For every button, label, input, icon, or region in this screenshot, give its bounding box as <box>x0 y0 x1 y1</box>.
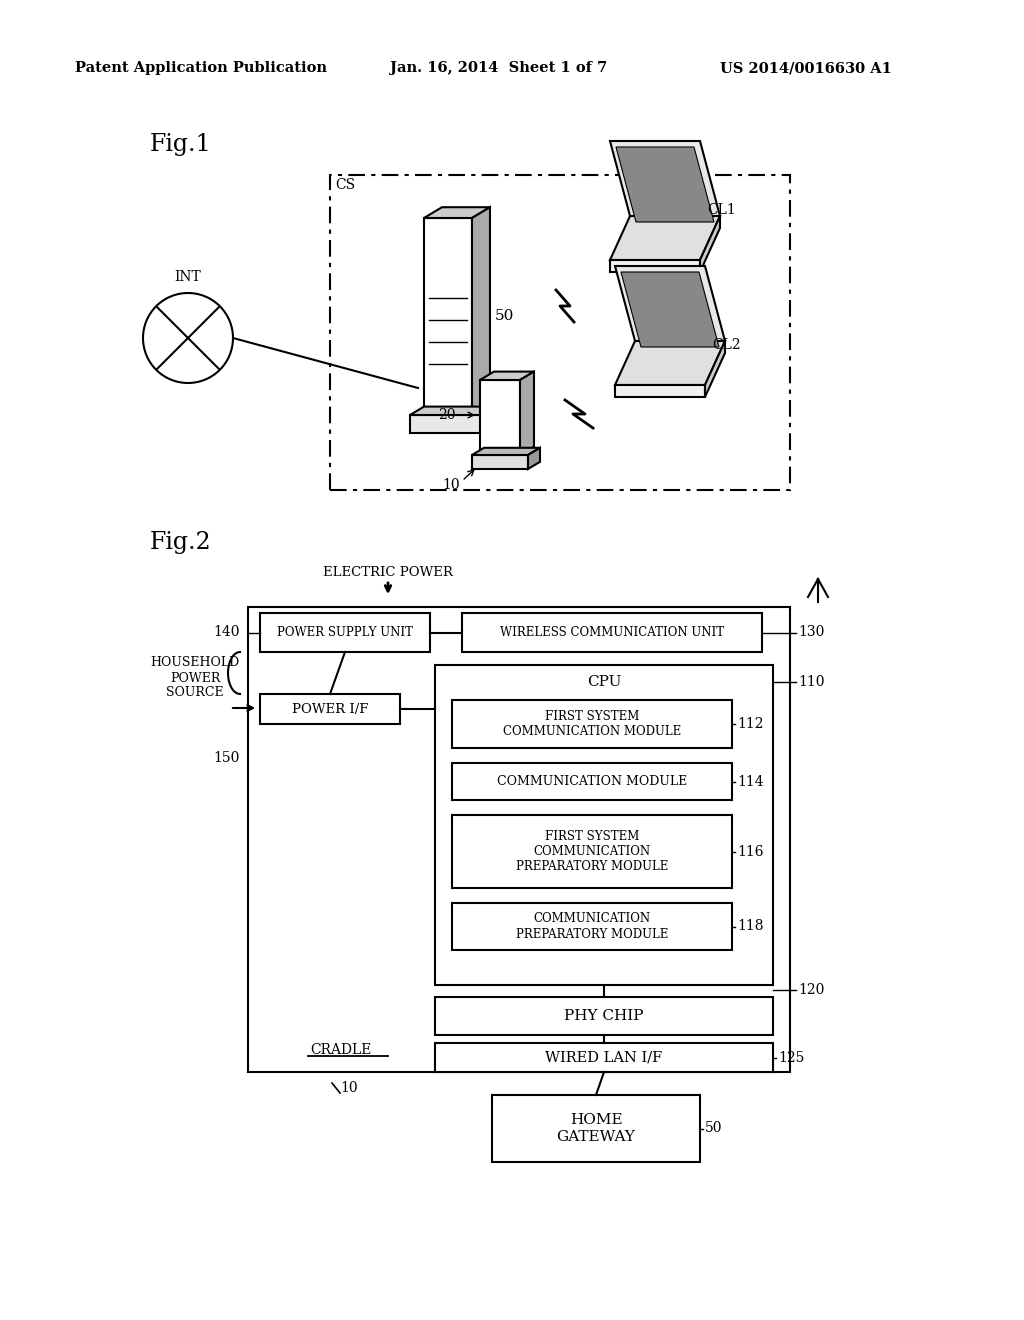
Text: CPU: CPU <box>587 675 622 689</box>
Text: CRADLE: CRADLE <box>310 1043 372 1057</box>
Polygon shape <box>480 380 520 455</box>
Polygon shape <box>610 216 720 260</box>
Polygon shape <box>615 385 705 397</box>
Polygon shape <box>472 447 540 455</box>
Text: Jan. 16, 2014  Sheet 1 of 7: Jan. 16, 2014 Sheet 1 of 7 <box>390 61 607 75</box>
Polygon shape <box>705 341 725 397</box>
Text: 20: 20 <box>438 408 456 422</box>
Text: POWER I/F: POWER I/F <box>292 702 369 715</box>
Text: Patent Application Publication: Patent Application Publication <box>75 61 327 75</box>
Text: FIRST SYSTEM
COMMUNICATION MODULE: FIRST SYSTEM COMMUNICATION MODULE <box>503 710 681 738</box>
Text: 10: 10 <box>340 1081 357 1096</box>
Text: 130: 130 <box>798 626 824 639</box>
Bar <box>435 665 773 985</box>
Bar <box>435 997 773 1035</box>
Bar <box>452 903 732 950</box>
Text: 112: 112 <box>737 717 764 731</box>
Polygon shape <box>424 218 472 414</box>
Bar <box>492 1096 700 1162</box>
Text: 116: 116 <box>737 845 764 858</box>
Text: COMMUNICATION MODULE: COMMUNICATION MODULE <box>497 775 687 788</box>
Polygon shape <box>621 272 719 347</box>
Text: 118: 118 <box>737 920 764 933</box>
Bar <box>462 612 762 652</box>
Text: HOME
GATEWAY: HOME GATEWAY <box>557 1113 636 1143</box>
Text: CS: CS <box>335 178 355 191</box>
Text: 50: 50 <box>495 309 514 323</box>
Polygon shape <box>480 372 534 380</box>
Text: 50: 50 <box>705 1122 723 1135</box>
Text: 114: 114 <box>737 775 764 788</box>
Polygon shape <box>410 414 486 433</box>
Polygon shape <box>615 267 725 341</box>
Text: PHY CHIP: PHY CHIP <box>564 1008 644 1023</box>
Text: CL2: CL2 <box>712 338 740 352</box>
Text: 120: 120 <box>798 983 824 997</box>
Polygon shape <box>615 341 725 385</box>
Polygon shape <box>528 447 540 469</box>
Text: ELECTRIC POWER: ELECTRIC POWER <box>323 565 453 578</box>
Polygon shape <box>610 260 700 272</box>
Polygon shape <box>616 147 714 222</box>
Bar <box>435 1043 773 1072</box>
Text: INT: INT <box>175 271 202 284</box>
Text: US 2014/0016630 A1: US 2014/0016630 A1 <box>720 61 892 75</box>
Polygon shape <box>424 207 490 218</box>
Text: POWER SUPPLY UNIT: POWER SUPPLY UNIT <box>278 626 413 639</box>
Text: WIRED LAN I/F: WIRED LAN I/F <box>546 1051 663 1064</box>
Bar <box>452 814 732 888</box>
Polygon shape <box>410 407 500 414</box>
Polygon shape <box>472 455 528 469</box>
Polygon shape <box>610 141 720 216</box>
Polygon shape <box>520 372 534 455</box>
Bar <box>260 612 430 652</box>
Text: 125: 125 <box>778 1051 805 1064</box>
Text: 10: 10 <box>442 478 460 492</box>
Text: Fig.1: Fig.1 <box>150 133 212 157</box>
Polygon shape <box>486 407 500 433</box>
Polygon shape <box>472 207 490 414</box>
Text: 140: 140 <box>213 626 240 639</box>
Polygon shape <box>700 216 720 272</box>
Text: 110: 110 <box>798 675 824 689</box>
Bar <box>452 700 732 748</box>
Bar <box>248 607 790 1072</box>
Text: 150: 150 <box>214 751 240 766</box>
Text: FIRST SYSTEM
COMMUNICATION
PREPARATORY MODULE: FIRST SYSTEM COMMUNICATION PREPARATORY M… <box>516 830 669 873</box>
Bar <box>452 763 732 800</box>
Text: Fig.2: Fig.2 <box>150 532 212 554</box>
Text: HOUSEHOLD
POWER
SOURCE: HOUSEHOLD POWER SOURCE <box>151 656 240 700</box>
Bar <box>330 176 790 490</box>
Bar <box>260 694 400 723</box>
Text: CL1: CL1 <box>707 203 736 216</box>
Text: WIRELESS COMMUNICATION UNIT: WIRELESS COMMUNICATION UNIT <box>500 626 724 639</box>
Text: COMMUNICATION
PREPARATORY MODULE: COMMUNICATION PREPARATORY MODULE <box>516 912 669 940</box>
